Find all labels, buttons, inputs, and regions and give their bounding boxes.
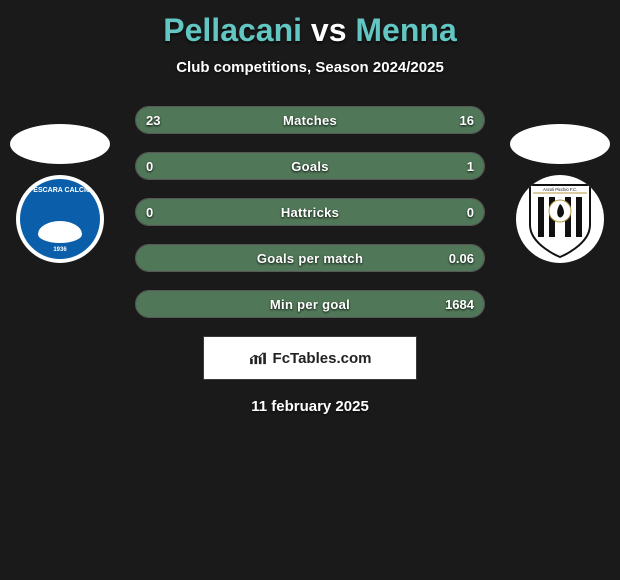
subtitle: Club competitions, Season 2024/2025 — [0, 59, 620, 76]
vs-text: vs — [311, 12, 347, 48]
stat-right-value: 1684 — [445, 291, 474, 317]
stat-row-hattricks: 0 Hattricks 0 — [135, 198, 485, 226]
stat-right-value: 0 — [467, 199, 474, 225]
brand-text: FcTables.com — [273, 350, 372, 367]
stat-row-matches: 23 Matches 16 — [135, 106, 485, 134]
title: Pellacani vs Menna — [0, 0, 620, 49]
club-left-crest: PESCARA CALCIO 1936 — [16, 175, 104, 263]
ascoli-badge: Ascoli Picchio F.C. — [525, 179, 595, 259]
pescara-crest-text: PESCARA CALCIO — [29, 187, 92, 194]
stat-right-value: 1 — [467, 153, 474, 179]
player1-name: Pellacani — [163, 12, 302, 48]
pescara-badge: PESCARA CALCIO 1936 — [20, 179, 100, 259]
h2h-widget: Pellacani vs Menna Club competitions, Se… — [0, 0, 620, 580]
stat-label: Goals — [136, 153, 484, 179]
stat-right-value: 16 — [460, 107, 474, 133]
player2-photo-placeholder — [510, 124, 610, 164]
pescara-crest-year: 1936 — [53, 247, 66, 253]
stat-row-gpm: Goals per match 0.06 — [135, 244, 485, 272]
stat-label: Matches — [136, 107, 484, 133]
club-right-crest: Ascoli Picchio F.C. — [516, 175, 604, 263]
update-date: 11 february 2025 — [0, 398, 620, 415]
brand-link[interactable]: FcTables.com — [203, 336, 417, 380]
stat-label: Min per goal — [136, 291, 484, 317]
stat-bars: 23 Matches 16 0 Goals 1 0 Hattricks 0 Go… — [135, 106, 485, 318]
svg-text:Ascoli Picchio F.C.: Ascoli Picchio F.C. — [542, 187, 577, 192]
chart-bars-icon — [249, 351, 267, 365]
player2-name: Menna — [355, 12, 456, 48]
stat-label: Hattricks — [136, 199, 484, 225]
stat-row-goals: 0 Goals 1 — [135, 152, 485, 180]
stat-row-mpg: Min per goal 1684 — [135, 290, 485, 318]
player1-photo-placeholder — [10, 124, 110, 164]
stat-label: Goals per match — [136, 245, 484, 271]
stat-right-value: 0.06 — [449, 245, 474, 271]
ascoli-shield: Ascoli Picchio F.C. — [525, 179, 595, 259]
